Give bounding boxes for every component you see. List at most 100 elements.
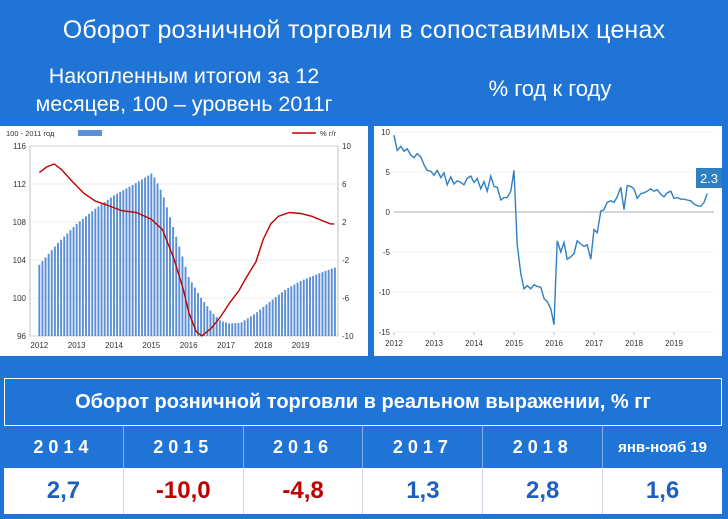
bar	[181, 256, 184, 336]
right-y-tick: 6	[342, 180, 347, 189]
table-values-row: 2,7 -10,0 -4,8 1,3 2,8 1,6	[4, 468, 722, 514]
x-tick: 2016	[180, 341, 198, 350]
bar	[57, 242, 59, 336]
bar	[103, 202, 106, 336]
bar	[41, 261, 44, 336]
bar	[85, 216, 87, 336]
bar	[81, 218, 84, 336]
bar	[259, 309, 262, 336]
right-y-tick: -2	[342, 256, 350, 265]
real-turnover-table: Оборот розничной торговли в реальном выр…	[4, 378, 722, 514]
right-y-tick: -6	[342, 294, 350, 303]
bar	[63, 236, 66, 336]
bar	[144, 177, 147, 336]
bar	[318, 273, 321, 336]
bar	[47, 253, 50, 336]
bar	[175, 236, 178, 336]
x-tick: 2016	[545, 339, 563, 348]
bar	[290, 286, 293, 336]
end-value-label: 2.3	[700, 171, 718, 186]
bar	[274, 297, 277, 336]
value-2014: 2,7	[4, 468, 124, 514]
bar	[128, 186, 131, 336]
value-2018: 2,8	[483, 468, 604, 514]
bar	[50, 250, 53, 336]
bar	[66, 233, 69, 336]
yoy-line-series	[38, 163, 335, 337]
bar	[116, 193, 119, 336]
bar	[172, 227, 175, 336]
right-y-tick: -10	[342, 332, 354, 341]
right-chart-subtitle: % год к году	[488, 76, 612, 101]
bar	[131, 184, 134, 336]
y-tick: 10	[381, 128, 390, 137]
bar	[78, 221, 81, 336]
bar	[203, 302, 206, 336]
bar	[72, 227, 75, 336]
bar	[243, 320, 246, 336]
bar	[299, 280, 302, 336]
bar	[75, 223, 78, 336]
x-tick: 2017	[585, 339, 603, 348]
y-tick: -10	[378, 288, 390, 297]
bar	[94, 208, 97, 336]
y-tick: -15	[378, 328, 390, 337]
x-tick: 2013	[68, 341, 86, 350]
value-2015: -10,0	[124, 468, 244, 514]
x-tick: 2018	[254, 341, 272, 350]
bar	[137, 181, 140, 336]
bar	[60, 239, 63, 336]
bar	[200, 297, 203, 336]
y-tick: 0	[386, 208, 391, 217]
bar	[125, 188, 128, 336]
bar	[69, 230, 72, 336]
yoy-chart-panel: 10 5 0 -5 -10 -15 2012 2013 2014 2015 2016 2017 201…	[374, 126, 722, 356]
bar	[134, 183, 137, 336]
bar	[100, 204, 103, 336]
left-y-tick: 116	[13, 142, 26, 151]
x-tick: 2019	[292, 341, 310, 350]
bar	[153, 177, 156, 336]
x-tick: 2012	[30, 341, 48, 350]
x-tick: 2014	[465, 339, 483, 348]
yoy-line	[393, 135, 708, 325]
bar	[240, 322, 243, 336]
table-title: Оборот розничной торговли в реальном выр…	[4, 378, 722, 426]
y-tick: -5	[383, 248, 391, 257]
cumulative-chart: 116 112 108 104 100 96 10 6 2 -2 -6 -10 2012 2013 20…	[6, 129, 354, 350]
bar	[225, 322, 227, 336]
col-2017: 2017	[363, 426, 484, 468]
left-y-tick: 112	[13, 180, 26, 189]
right-y-tick: 2	[342, 218, 347, 227]
bar	[156, 183, 159, 336]
bar	[315, 274, 318, 336]
col-2019-ytd: янв-нояб 19	[603, 426, 722, 468]
bar	[312, 275, 315, 336]
bar	[209, 310, 212, 336]
bar	[296, 282, 299, 336]
bar	[215, 317, 218, 336]
table-header-row: 2014 2015 2016 2017 2018 янв-нояб 19	[4, 426, 722, 468]
bar	[197, 292, 199, 336]
col-2018: 2018	[483, 426, 604, 468]
bar	[327, 269, 330, 336]
legend-line-label: % г/г	[320, 129, 337, 138]
bar	[38, 264, 41, 336]
bar	[193, 287, 196, 336]
value-2016: -4,8	[244, 468, 364, 514]
bar	[97, 206, 100, 336]
bar	[333, 267, 336, 336]
y-tick: 5	[386, 168, 391, 177]
left-chart-subtitle: Накопленным итогом за 12 месяцев, 100 – …	[35, 64, 333, 116]
bar	[287, 288, 290, 336]
bar	[249, 316, 252, 336]
x-tick: 2018	[625, 339, 643, 348]
bar	[141, 179, 143, 336]
bar	[113, 195, 115, 336]
bar	[302, 279, 305, 336]
page-title: Оборот розничной торговли в сопоставимых…	[62, 15, 666, 44]
bar	[150, 173, 153, 336]
bar	[106, 199, 109, 336]
end-value-badge	[696, 168, 722, 188]
bar	[293, 284, 296, 336]
